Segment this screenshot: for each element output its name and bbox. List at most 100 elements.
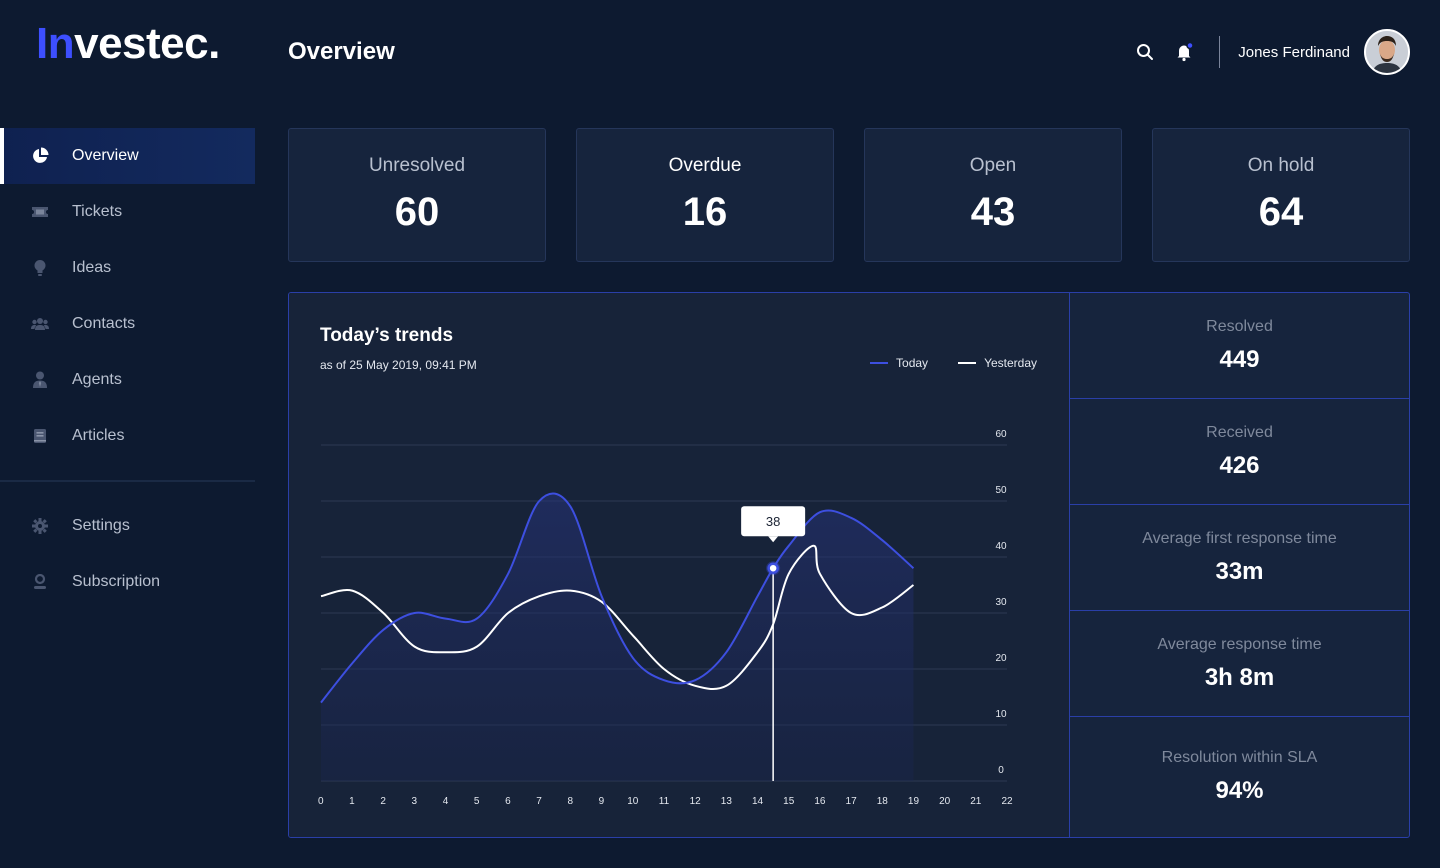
legend-item-today[interactable]: Today — [870, 356, 928, 370]
stat-label: Unresolved — [368, 155, 466, 176]
x-tick-label: 0 — [318, 796, 324, 807]
x-tick-label: 12 — [690, 796, 702, 807]
sidebar-item-agents[interactable]: Agents — [0, 352, 255, 408]
legend-label: Yesterday — [984, 356, 1037, 370]
ticket-icon — [31, 203, 49, 221]
sidebar-item-label: Articles — [72, 427, 125, 444]
metric-label: Resolution within SLA — [1161, 749, 1318, 766]
tooltip-value: 38 — [766, 514, 780, 529]
sidebar-item-articles[interactable]: Articles — [0, 408, 255, 464]
y-tick-label: 40 — [995, 541, 1007, 552]
chart-title: Today’s trends — [320, 325, 454, 346]
trends-chart-area: 0 10 20 30 40 50 60 0 1 2 3 4 5 6 7 8 9 10 11 12 13 14 15 16 17 1… — [289, 293, 1069, 837]
tooltip-box — [741, 506, 806, 537]
metric-resolved: Resolved 449 — [1070, 293, 1409, 399]
user-name[interactable]: Jones Ferdinand — [1238, 43, 1350, 61]
sidebar-item-label: Overview — [72, 147, 139, 164]
sidebar-item-ideas[interactable]: Ideas — [0, 240, 255, 296]
sidebar: Overview Tickets Ideas Contacts Agents A… — [0, 128, 255, 610]
stat-label: Open — [969, 155, 1017, 176]
sidebar-item-label: Subscription — [72, 573, 161, 590]
sidebar-item-contacts[interactable]: Contacts — [0, 296, 255, 352]
x-tick-label: 11 — [659, 796, 670, 807]
metric-label: Average response time — [1157, 635, 1322, 653]
user-circle-icon — [31, 573, 49, 591]
metric-label: Received — [1206, 423, 1273, 441]
sidebar-item-subscription[interactable]: Subscription — [0, 554, 255, 610]
header-actions: Jones Ferdinand — [1125, 28, 1410, 76]
chart-subtitle: as of 25 May 2019, 09:41 PM — [320, 358, 477, 372]
x-tick-label: 22 — [1001, 796, 1013, 807]
brand-logo[interactable]: Investec. — [36, 18, 220, 70]
today-area — [321, 493, 914, 781]
legend-swatch — [958, 362, 977, 364]
avatar[interactable] — [1364, 29, 1410, 75]
metric-value: 94% — [1215, 777, 1264, 804]
metric-avg-first-response: Average first response time 33m — [1070, 505, 1409, 611]
sidebar-item-label: Agents — [72, 371, 122, 388]
series-line-yesterday — [320, 544, 915, 690]
x-tick-label: 8 — [567, 796, 573, 807]
stat-card-unresolved[interactable]: Unresolved 60 — [288, 128, 546, 262]
gear-icon — [31, 517, 49, 535]
logo-accent: In — [36, 19, 75, 68]
sidebar-item-label: Ideas — [72, 259, 112, 276]
bell-icon[interactable] — [1165, 32, 1205, 72]
stat-value: 60 — [394, 190, 440, 234]
stat-card-open[interactable]: Open 43 — [864, 128, 1122, 262]
metric-value: 449 — [1219, 345, 1260, 373]
metric-value: 33m — [1215, 557, 1264, 585]
stat-card-overdue[interactable]: Overdue 16 — [576, 128, 834, 262]
trends-panel: 0 10 20 30 40 50 60 0 1 2 3 4 5 6 7 8 9 10 11 12 13 14 15 16 17 1… — [288, 292, 1410, 838]
x-tick-label: 18 — [877, 796, 889, 807]
users-icon — [31, 315, 49, 333]
tooltip-pointer — [768, 536, 779, 543]
stat-value: 43 — [970, 190, 1016, 234]
search-icon[interactable] — [1125, 32, 1165, 72]
x-tick-label: 9 — [599, 796, 605, 807]
metric-label: Average first response time — [1142, 529, 1337, 547]
x-tick-label: 21 — [970, 796, 982, 807]
stat-card-on-hold[interactable]: On hold 64 — [1152, 128, 1410, 262]
stat-label: Overdue — [668, 155, 742, 176]
x-tick-label: 2 — [380, 796, 386, 807]
x-tick-label: 1 — [349, 796, 355, 807]
y-tick-label: 10 — [995, 709, 1007, 720]
sidebar-item-label: Tickets — [72, 203, 123, 220]
y-tick-label: 0 — [998, 765, 1004, 776]
sidebar-item-settings[interactable]: Settings — [0, 498, 255, 554]
sidebar-item-label: Settings — [72, 517, 130, 534]
x-tick-label: 16 — [814, 796, 826, 807]
series-line-today — [320, 492, 915, 704]
logo-text: vestec. — [74, 19, 220, 68]
legend-item-yesterday[interactable]: Yesterday — [958, 356, 1037, 370]
x-tick-label: 3 — [412, 796, 418, 807]
sidebar-item-tickets[interactable]: Tickets — [0, 184, 255, 240]
pie-chart-icon — [31, 147, 49, 165]
x-tick-label: 15 — [783, 796, 795, 807]
sidebar-item-overview[interactable]: Overview — [0, 128, 255, 184]
x-tick-label: 6 — [505, 796, 511, 807]
stat-value: 64 — [1258, 190, 1304, 234]
header-divider — [1219, 36, 1221, 68]
y-tick-label: 60 — [995, 429, 1007, 440]
y-tick-label: 50 — [995, 485, 1007, 496]
metric-avg-response: Average response time 3h 8m — [1070, 611, 1409, 717]
x-tick-label: 19 — [908, 796, 920, 807]
x-tick-label: 7 — [536, 796, 542, 807]
x-tick-label: 5 — [474, 796, 480, 807]
book-icon — [31, 427, 49, 445]
chart-legend: Today Yesterday — [840, 356, 1037, 370]
x-tick-label: 20 — [939, 796, 951, 807]
sidebar-divider — [0, 480, 255, 482]
highlight-point — [767, 562, 779, 574]
x-tick-label: 4 — [443, 796, 449, 807]
x-tick-label: 13 — [721, 796, 733, 807]
metrics-column: Resolved 449 Received 426 Average first … — [1069, 293, 1409, 837]
metric-received: Received 426 — [1070, 399, 1409, 505]
y-tick-label: 30 — [995, 597, 1007, 608]
metric-resolution-sla: Resolution within SLA 94% — [1070, 717, 1409, 837]
metric-value: 426 — [1219, 451, 1260, 479]
metric-label: Resolved — [1206, 317, 1273, 335]
